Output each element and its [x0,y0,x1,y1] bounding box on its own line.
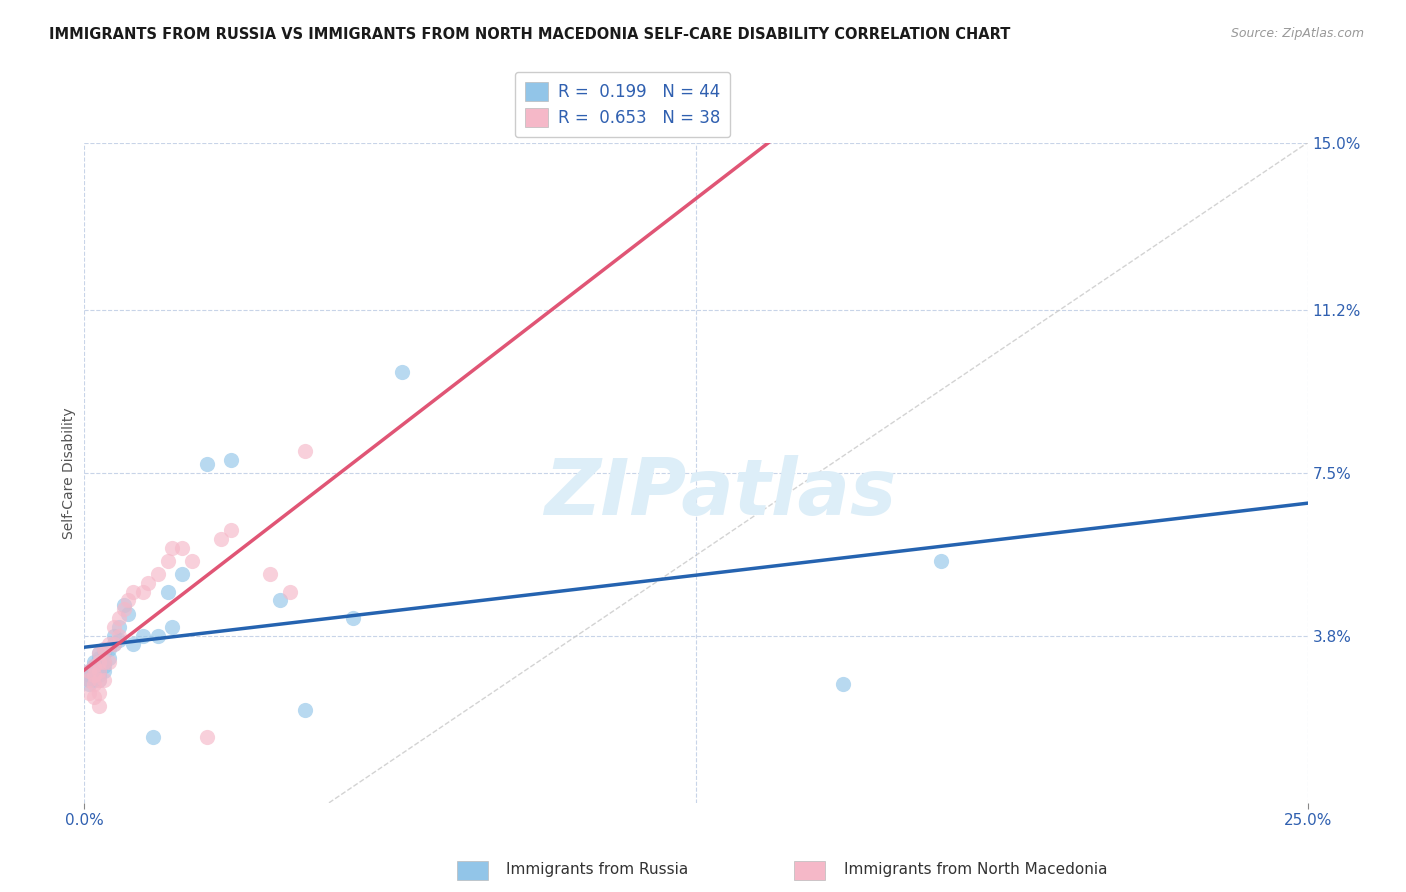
Point [87,664,110,678]
Point [77,673,100,687]
Point [112,598,135,612]
Point [162,620,184,634]
Point [97,637,120,651]
Point [97,641,120,656]
Point [83,668,105,682]
Point [87,646,110,660]
Point [112,602,135,616]
Point [103,620,125,634]
Point [93,655,115,669]
Point [87,659,110,673]
Y-axis label: Self-Care Disability: Self-Care Disability [62,407,76,539]
Point [87,668,110,682]
Point [83,659,105,673]
Point [136,575,159,590]
Text: Immigrants from North Macedonia: Immigrants from North Macedonia [844,863,1107,877]
Point [93,641,115,656]
Point [93,646,115,660]
Point [87,664,110,678]
Point [93,673,115,687]
Point [83,673,105,687]
Text: Source: ZipAtlas.com: Source: ZipAtlas.com [1230,27,1364,40]
Point [103,637,125,651]
Text: IMMIGRANTS FROM RUSSIA VS IMMIGRANTS FROM NORTH MACEDONIA SELF-CARE DISABILITY C: IMMIGRANTS FROM RUSSIA VS IMMIGRANTS FRO… [49,27,1011,42]
Point [146,629,169,643]
Point [831,677,853,691]
Point [97,655,120,669]
Point [77,664,100,678]
Point [97,650,120,665]
Point [117,607,139,621]
Point [342,611,364,625]
Legend: R =  0.199   N = 44, R =  0.653   N = 38: R = 0.199 N = 44, R = 0.653 N = 38 [515,72,731,137]
Point [195,730,218,744]
Point [172,566,194,581]
Point [93,655,115,669]
Point [156,554,179,568]
Point [107,620,129,634]
Point [77,668,100,682]
Point [294,443,316,458]
Point [103,637,125,651]
Point [107,632,129,647]
Point [93,659,115,673]
Point [83,677,105,691]
Point [77,686,100,700]
Point [87,650,110,665]
Point [87,646,110,660]
Point [122,584,145,599]
Point [93,664,115,678]
Point [269,593,291,607]
Text: ZIPatlas: ZIPatlas [544,455,897,531]
Point [195,457,218,471]
Point [93,641,115,656]
Point [77,677,100,691]
Point [87,673,110,687]
Point [294,703,316,717]
Point [142,730,165,744]
Point [83,659,105,673]
Point [107,629,129,643]
Point [162,541,184,555]
Point [87,698,110,713]
Text: Immigrants from Russia: Immigrants from Russia [506,863,689,877]
Point [87,655,110,669]
Point [156,584,179,599]
Point [87,673,110,687]
Point [209,532,232,546]
Point [107,611,129,625]
Point [87,655,110,669]
Point [117,593,139,607]
Point [83,690,105,705]
Point [172,541,194,555]
Point [122,637,145,651]
Point [278,584,301,599]
Point [181,554,204,568]
Point [77,673,100,687]
Point [391,365,413,379]
Point [132,584,155,599]
Point [83,664,105,678]
Point [87,686,110,700]
Point [132,629,155,643]
Point [103,629,125,643]
Point [146,566,169,581]
Point [83,668,105,682]
Point [77,664,100,678]
Point [929,554,952,568]
Point [83,655,105,669]
Point [259,566,281,581]
Point [219,523,242,537]
Point [219,452,242,467]
